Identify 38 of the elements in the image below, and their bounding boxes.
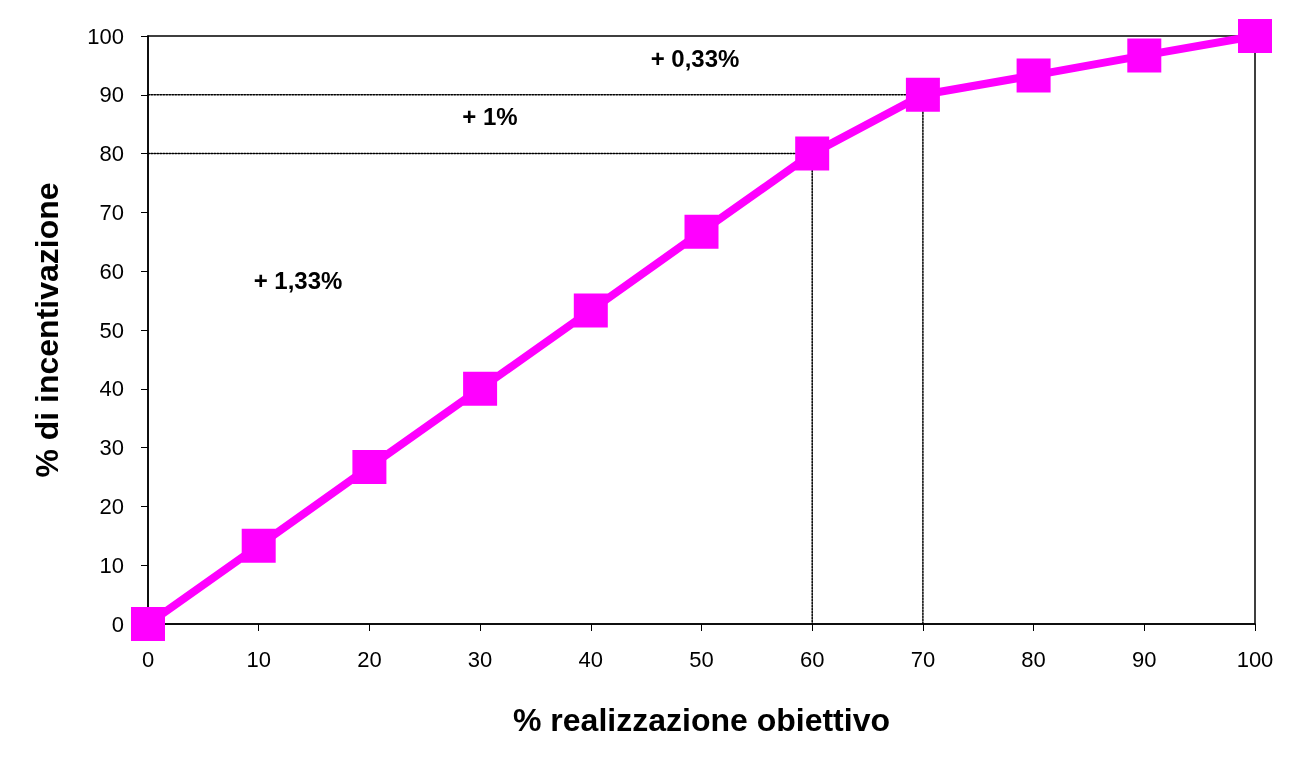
y-tick-label: 80	[99, 141, 124, 167]
y-tick-label: 90	[99, 82, 124, 108]
x-tick-label: 80	[1021, 646, 1046, 672]
x-tick-label: 10	[246, 646, 271, 672]
y-axis-title: % di incentivazione	[29, 182, 65, 478]
point	[1016, 58, 1051, 93]
y-tick-label: 30	[99, 435, 124, 461]
y-tick-label: 60	[99, 258, 124, 284]
x-tick-label: 40	[578, 646, 604, 672]
x-tick-label: 60	[799, 646, 825, 672]
point	[795, 136, 830, 171]
point	[241, 528, 276, 563]
annotation: + 1,33%	[253, 266, 343, 294]
y-tick-label: 20	[99, 493, 124, 519]
x-tick-label: 20	[357, 646, 382, 672]
annotation: + 1%	[462, 102, 518, 130]
x-tick-label: 30	[467, 646, 493, 672]
point	[352, 450, 387, 484]
point	[1127, 38, 1162, 73]
y-tick-label: 10	[99, 552, 124, 578]
y-tick-label: 40	[99, 376, 124, 402]
x-tick-label: 0	[141, 646, 155, 672]
point	[463, 371, 498, 406]
x-tick-label: 50	[689, 646, 714, 672]
x-tick-label: 90	[1132, 646, 1157, 672]
y-tick-label: 50	[99, 317, 124, 343]
x-tick-label: 70	[910, 646, 936, 672]
y-tick-label: 100	[87, 23, 124, 49]
x-axis-title: % realizzazione obiettivo	[513, 702, 890, 738]
point	[1238, 19, 1272, 53]
point	[905, 77, 940, 112]
annotation: + 0,33%	[650, 44, 740, 72]
x-tick-label: 100	[1236, 646, 1274, 672]
y-tick-label: 70	[99, 199, 124, 225]
point	[131, 607, 165, 641]
point	[573, 293, 608, 328]
point	[684, 214, 719, 249]
y-tick-label: 0	[111, 611, 124, 637]
